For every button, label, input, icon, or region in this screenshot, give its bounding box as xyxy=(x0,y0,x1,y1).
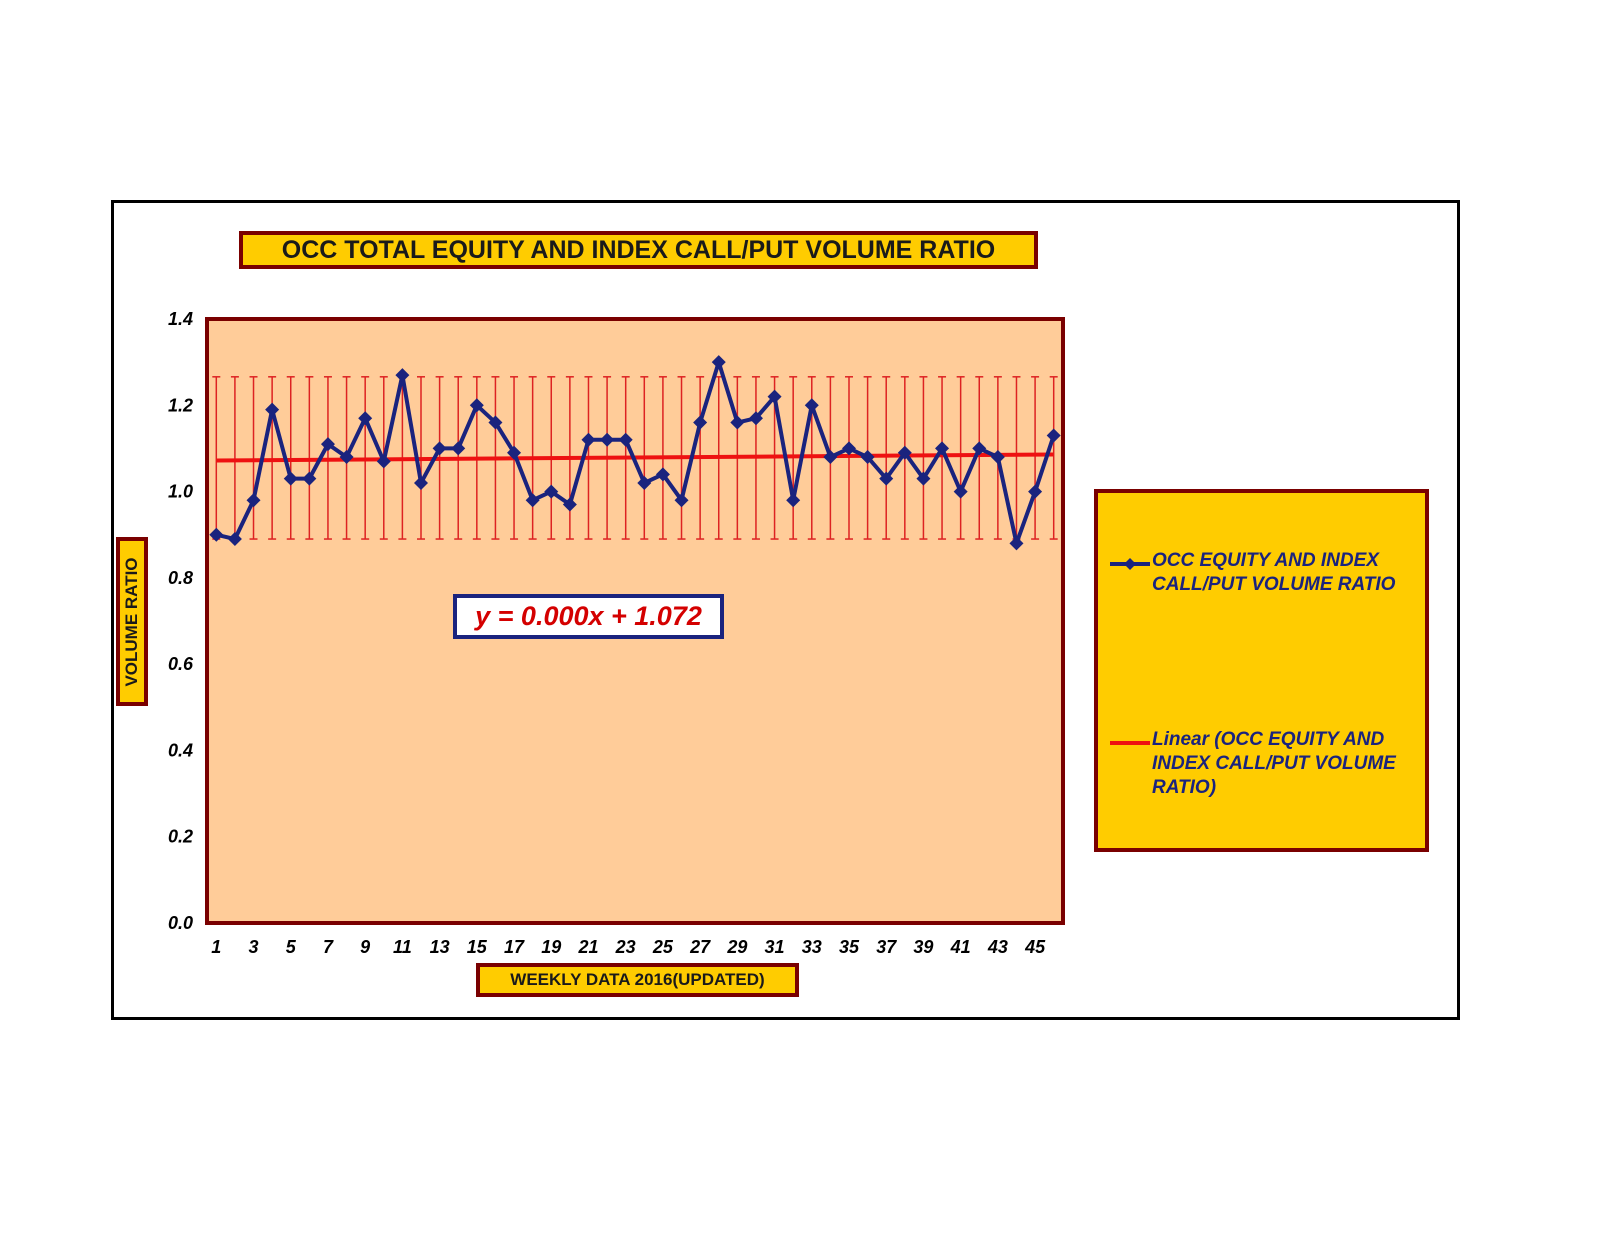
y-axis-label-box: VOLUME RATIO xyxy=(116,537,148,706)
x-tick-label: 21 xyxy=(577,937,598,957)
y-tick-label: 0.2 xyxy=(168,827,193,847)
series-line xyxy=(215,360,1056,546)
data-point xyxy=(358,411,373,426)
x-tick-label: 37 xyxy=(876,937,897,957)
x-tick-label: 35 xyxy=(839,937,860,957)
x-tick-label: 45 xyxy=(1024,937,1046,957)
y-tick-label: 0.4 xyxy=(168,740,193,760)
data-point xyxy=(953,484,968,499)
y-tick-label: 1.0 xyxy=(168,482,193,502)
data-point xyxy=(860,450,875,465)
data-point xyxy=(283,471,298,486)
data-point xyxy=(916,471,931,486)
data-point xyxy=(693,415,708,430)
data-point xyxy=(786,493,801,508)
y-tick-label: 0.8 xyxy=(168,568,193,588)
data-point xyxy=(395,368,410,383)
plot-area: 0.00.20.40.60.81.01.21.41 3 5 7 9 11 13 15 17 19 2… xyxy=(168,309,1065,957)
y-tick-label: 0.6 xyxy=(168,654,194,674)
x-tick-label: 17 xyxy=(504,937,525,957)
data-point xyxy=(748,411,763,426)
x-tick-label: 19 xyxy=(541,937,561,957)
legend-series-label: OCC EQUITY AND INDEX CALL/PUT VOLUME RAT… xyxy=(1152,550,1396,595)
data-point xyxy=(972,441,987,456)
data-point xyxy=(525,493,540,508)
x-tick-label: 29 xyxy=(726,937,747,957)
x-tick-label: 15 xyxy=(467,937,488,957)
x-tick-label: 25 xyxy=(652,937,674,957)
data-point xyxy=(376,454,391,469)
x-tick-label: 43 xyxy=(987,937,1008,957)
data-point xyxy=(209,527,224,542)
legend-trendline-line-icon xyxy=(1110,741,1150,745)
x-tick-label: 3 xyxy=(249,937,259,957)
data-point xyxy=(469,398,484,413)
y-tick-label: 1.2 xyxy=(168,395,193,415)
data-point xyxy=(730,415,745,430)
x-tick-label: 13 xyxy=(430,937,450,957)
data-point xyxy=(507,445,522,460)
data-point xyxy=(339,450,354,465)
x-tick-label: 9 xyxy=(360,937,370,957)
data-point xyxy=(804,398,819,413)
data-point xyxy=(674,493,689,508)
x-axis-label: WEEKLY DATA 2016(UPDATED) xyxy=(476,963,799,997)
data-point xyxy=(879,471,894,486)
x-tick-label: 33 xyxy=(802,937,822,957)
data-point xyxy=(823,450,838,465)
legend: OCC EQUITY AND INDEX CALL/PUT VOLUME RAT… xyxy=(1094,489,1429,852)
x-tick-label: 39 xyxy=(913,937,933,957)
y-tick-label: 1.4 xyxy=(168,309,193,329)
chart-title: OCC TOTAL EQUITY AND INDEX CALL/PUT VOLU… xyxy=(239,231,1038,269)
data-point xyxy=(618,432,633,447)
data-point xyxy=(562,497,577,512)
legend-series-marker-icon xyxy=(1110,558,1150,570)
data-point xyxy=(767,389,782,404)
trendline-equation: y = 0.000x + 1.072 xyxy=(453,594,724,639)
data-point xyxy=(842,441,856,456)
data-point xyxy=(320,437,335,452)
data-point xyxy=(1009,536,1024,551)
legend-trendline-label: Linear (OCC EQUITY AND INDEX CALL/PUT VO… xyxy=(1152,729,1396,798)
data-point xyxy=(246,493,261,508)
x-tick-label: 11 xyxy=(393,937,412,957)
data-point xyxy=(655,467,670,482)
data-point xyxy=(1046,428,1061,443)
data-point xyxy=(935,441,950,456)
data-point xyxy=(227,532,242,547)
y-axis-label: VOLUME RATIO xyxy=(122,556,141,687)
x-tick-label: 5 xyxy=(286,937,297,957)
data-point xyxy=(990,450,1005,465)
data-point xyxy=(581,432,596,447)
data-point xyxy=(637,475,652,490)
data-point xyxy=(488,415,503,430)
data-point xyxy=(544,484,559,499)
x-tick-label: 1 xyxy=(211,937,221,957)
x-tick-label: 27 xyxy=(689,937,711,957)
data-point xyxy=(302,471,317,486)
x-tick-label: 23 xyxy=(615,937,636,957)
data-point xyxy=(897,445,912,460)
data-point xyxy=(711,355,726,370)
data-point xyxy=(432,441,447,456)
x-tick-label: 41 xyxy=(950,937,971,957)
data-point xyxy=(414,475,428,490)
data-point xyxy=(1028,484,1043,499)
data-point xyxy=(265,402,280,417)
data-point xyxy=(451,441,466,456)
x-tick-label: 7 xyxy=(323,937,334,957)
y-tick-label: 0.0 xyxy=(168,913,193,933)
x-tick-label: 31 xyxy=(765,937,785,957)
data-point xyxy=(600,432,615,447)
